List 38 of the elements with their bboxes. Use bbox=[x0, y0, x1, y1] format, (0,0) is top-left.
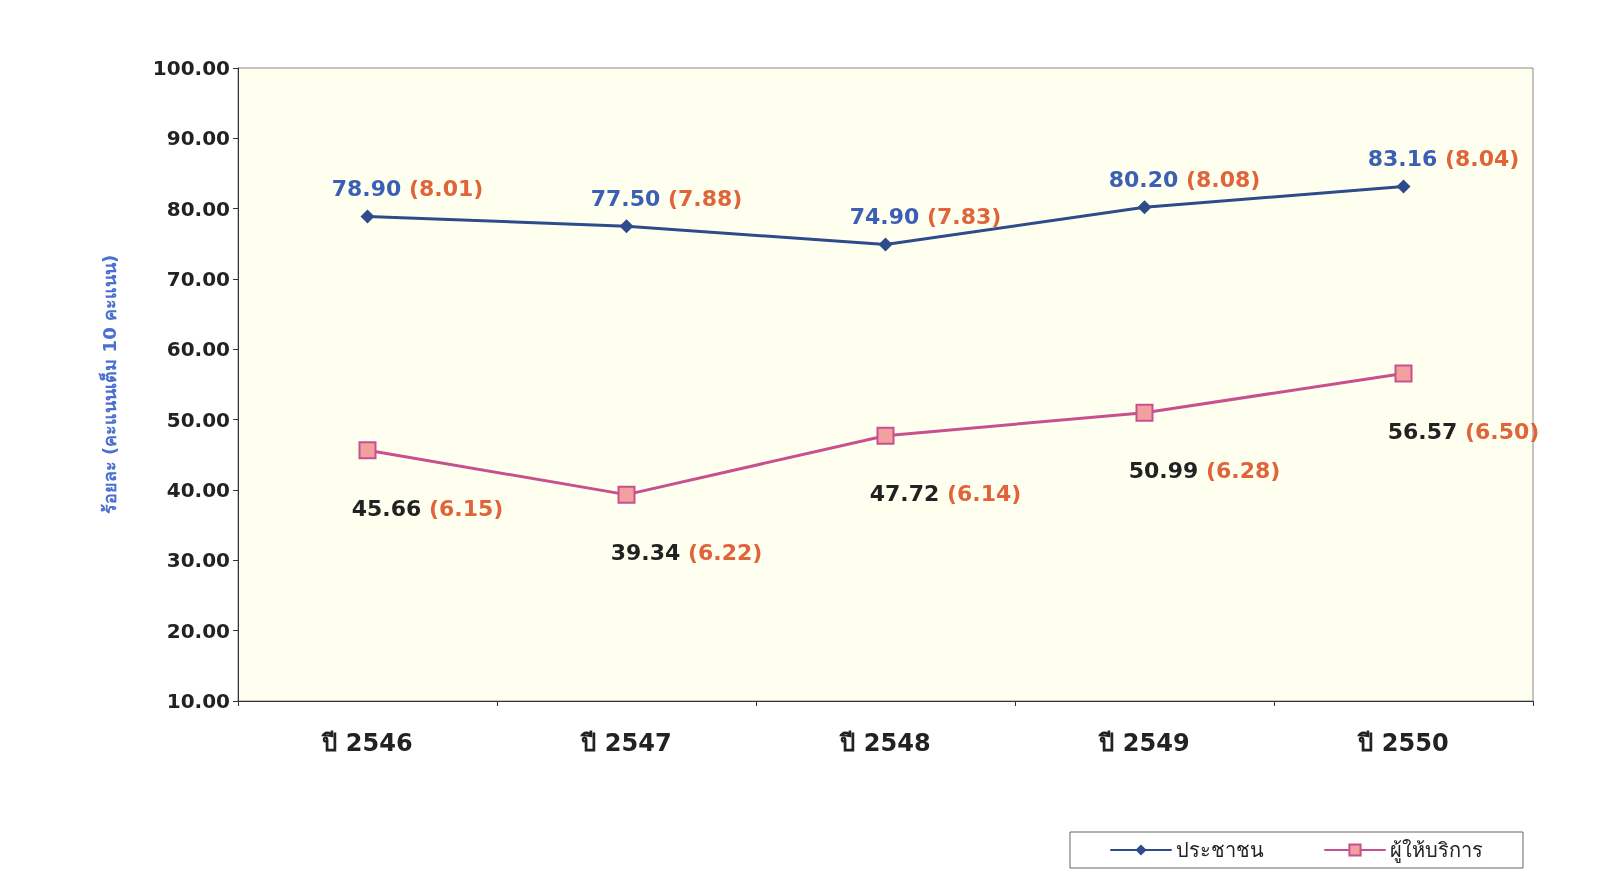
point bbox=[876, 426, 895, 445]
data-label: 77.50 (7.88) bbox=[590, 185, 743, 211]
x-tick-label: ปี 2548 bbox=[839, 729, 931, 757]
x-tick-label: ปี 2549 bbox=[1098, 729, 1190, 757]
data-label: 80.20 (8.08) bbox=[1108, 166, 1261, 192]
y-tick-label: 40.00 bbox=[166, 478, 230, 502]
point bbox=[1396, 179, 1411, 194]
point bbox=[358, 441, 377, 460]
data-label: 45.66 (6.15) bbox=[351, 495, 504, 521]
legend-label: ประชาชน bbox=[1176, 838, 1264, 862]
y-tick-label: 30.00 bbox=[166, 548, 230, 573]
data-label: 47.72 (6.14) bbox=[869, 481, 1022, 507]
y-tick-label: 10.00 bbox=[166, 689, 230, 713]
x-tick-label: ปี 2550 bbox=[1357, 729, 1449, 757]
y-tick-label: 100.00 bbox=[152, 56, 230, 80]
y-tick-label: 60.00 bbox=[166, 337, 230, 362]
data-label: 83.16 (8.04) bbox=[1367, 145, 1520, 171]
point bbox=[1135, 403, 1154, 422]
point bbox=[619, 219, 634, 234]
x-tick-label: ปี 2546 bbox=[321, 729, 413, 757]
y-axis-title: ร้อยละ (คะแนนเต็ม 10 คะแนน) bbox=[97, 254, 120, 515]
point bbox=[1137, 200, 1152, 215]
y-tick-label: 20.00 bbox=[166, 618, 230, 643]
point bbox=[878, 237, 893, 252]
point bbox=[617, 485, 636, 504]
y-tick-label: 70.00 bbox=[166, 267, 230, 291]
y-tick-label: 80.00 bbox=[166, 196, 230, 221]
data-label: 56.57 (6.50) bbox=[1387, 418, 1540, 444]
legend-label: ผู้ให้บริการ bbox=[1390, 838, 1483, 863]
data-label: 39.34 (6.22) bbox=[610, 540, 763, 566]
y-tick-label: 50.00 bbox=[166, 407, 230, 432]
data-label: 74.90 (7.83) bbox=[849, 204, 1002, 230]
y-tick-label: 90.00 bbox=[166, 126, 230, 151]
data-label: 50.99 (6.28) bbox=[1128, 458, 1281, 484]
point bbox=[360, 209, 375, 224]
x-tick-label: ปี 2547 bbox=[580, 729, 672, 757]
point bbox=[1394, 364, 1413, 383]
data-label: 78.90 (8.01) bbox=[331, 175, 484, 201]
